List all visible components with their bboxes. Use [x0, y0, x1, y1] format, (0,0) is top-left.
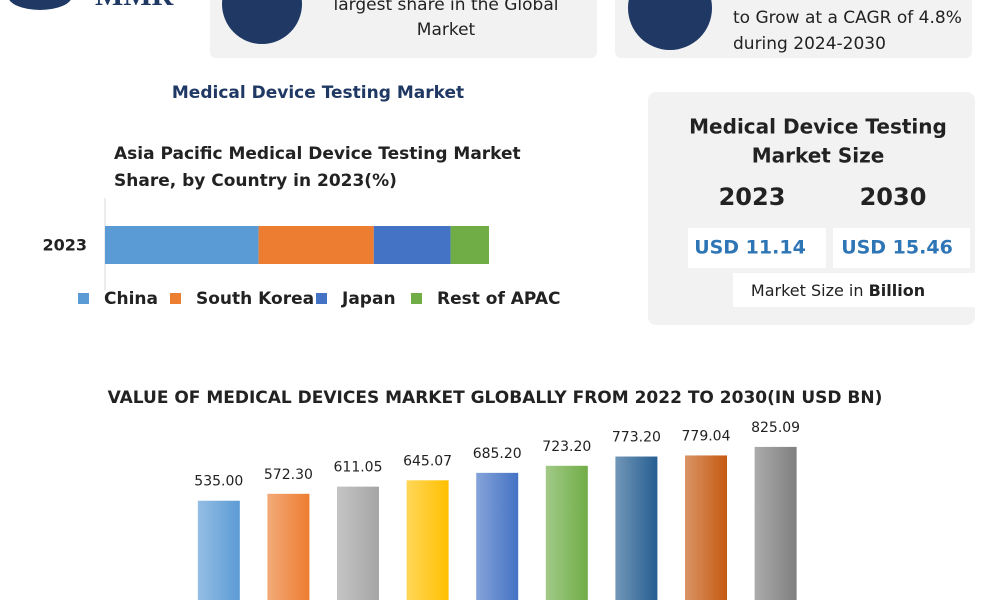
chart-title: Asia Pacific Medical Device Testing Mark… [114, 144, 521, 164]
legend-swatch [78, 293, 89, 304]
value-box [833, 228, 970, 268]
chart-title: Share, by Country in 2023(%) [114, 171, 397, 191]
bar [685, 455, 727, 600]
value-label: 779.04 [682, 428, 731, 444]
bar-segment [450, 226, 489, 264]
value-box [688, 228, 826, 268]
market-value: USD 11.14 [694, 237, 806, 259]
bar [754, 446, 797, 600]
legend-label: Japan [341, 289, 396, 309]
legend-label: Rest of APAC [437, 289, 560, 309]
note-box [733, 273, 975, 307]
legend-label: China [104, 289, 158, 309]
logo: MMR [95, 0, 174, 12]
year: 2023 [719, 183, 786, 211]
panel-title: Market Size [752, 144, 885, 168]
bar-segment [373, 226, 451, 264]
logo-mark [9, 0, 71, 10]
value-label: 773.20 [612, 430, 661, 446]
bar-segment [258, 226, 374, 264]
value-label: 723.20 [542, 439, 591, 455]
bar [406, 480, 449, 600]
y-tick-label: 2023 [42, 236, 87, 255]
value-label: 535.00 [194, 474, 243, 490]
year: 2030 [860, 183, 927, 211]
bar [267, 493, 310, 600]
card-icon [222, 0, 302, 44]
market-value: USD 15.46 [841, 237, 953, 259]
legend-label: South Korea [196, 289, 314, 309]
bar-segment [105, 226, 259, 264]
chart-title: VALUE OF MEDICAL DEVICES MARKET GLOBALLY… [108, 388, 883, 408]
panel-title: Medical Device Testing [689, 115, 947, 139]
note-text: Market Size in [751, 281, 864, 300]
bar [197, 500, 240, 600]
card-text: during 2024-2030 [733, 34, 886, 54]
card [210, 0, 597, 58]
legend-swatch [316, 293, 327, 304]
legend-swatch [170, 293, 181, 304]
card-icon [628, 0, 712, 50]
value-label: 645.07 [403, 453, 452, 469]
card-text: to Grow at a CAGR of 4.8% [733, 8, 962, 28]
bar [337, 486, 379, 600]
bar [615, 456, 658, 600]
card-text: Market [417, 20, 476, 40]
note: Market Size in Billion [751, 281, 925, 300]
legend-swatch [411, 293, 422, 304]
value-label: 611.05 [334, 460, 383, 476]
value-label: 572.30 [264, 467, 313, 483]
value-label: 825.09 [751, 420, 800, 436]
bar [476, 472, 519, 600]
section-title: Medical Device Testing Market [172, 83, 464, 103]
note-unit: Billion [869, 281, 926, 300]
value-label: 685.20 [473, 446, 522, 462]
bar [545, 465, 588, 600]
card-text: largest share in the Global [334, 0, 559, 15]
